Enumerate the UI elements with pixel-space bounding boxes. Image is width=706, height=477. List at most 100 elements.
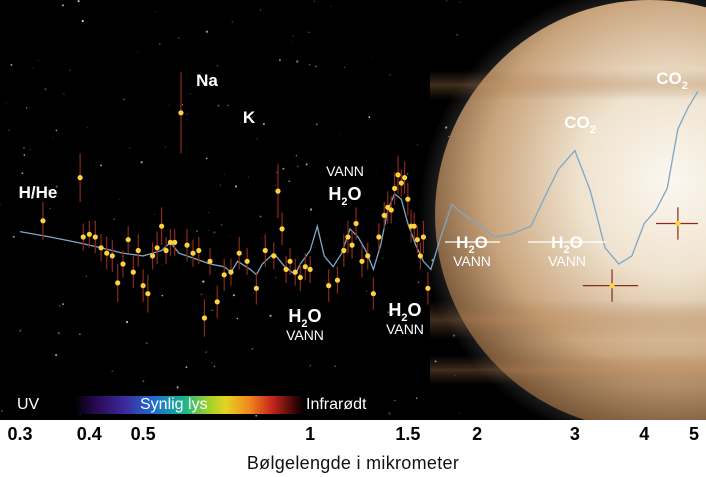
star xyxy=(186,118,188,120)
data-point-marker xyxy=(104,250,110,256)
star xyxy=(21,172,24,175)
star xyxy=(129,245,131,247)
star xyxy=(186,112,188,115)
data-point xyxy=(196,237,202,264)
annotation-label: H2O xyxy=(456,233,488,256)
data-point xyxy=(154,231,160,264)
star xyxy=(211,309,213,311)
star xyxy=(61,4,64,7)
star xyxy=(251,347,254,350)
star xyxy=(368,116,371,119)
star xyxy=(397,314,400,317)
star xyxy=(153,214,155,215)
data-point-marker xyxy=(135,247,141,254)
data-point xyxy=(395,156,401,194)
star xyxy=(366,290,368,292)
star xyxy=(0,410,3,412)
data-point-marker xyxy=(77,175,83,181)
star xyxy=(32,67,34,69)
data-point-marker xyxy=(609,283,615,289)
annotation-label: CO2 xyxy=(656,69,688,92)
annotation-caption: VANN xyxy=(286,327,324,343)
star xyxy=(176,386,179,389)
star xyxy=(315,123,318,126)
star xyxy=(292,35,294,37)
star xyxy=(8,129,10,131)
data-point xyxy=(283,255,289,283)
data-point-marker xyxy=(398,180,404,186)
data-point xyxy=(405,183,411,216)
star xyxy=(37,59,39,61)
star xyxy=(389,74,391,76)
star xyxy=(213,231,216,234)
data-point-marker xyxy=(675,220,681,227)
star xyxy=(161,264,163,266)
star xyxy=(340,134,342,135)
star xyxy=(79,333,81,336)
data-point xyxy=(145,274,151,313)
data-point-marker xyxy=(214,299,220,305)
data-point-marker xyxy=(287,258,293,264)
star xyxy=(78,15,80,17)
data-points xyxy=(40,72,698,337)
star xyxy=(309,208,313,211)
data-point xyxy=(221,258,227,291)
star xyxy=(177,37,180,39)
star xyxy=(200,293,203,296)
data-point xyxy=(86,220,92,248)
star xyxy=(55,129,57,132)
data-point xyxy=(353,207,359,240)
star xyxy=(219,184,222,186)
star xyxy=(251,116,253,118)
data-point-marker xyxy=(297,274,303,281)
star xyxy=(205,30,209,33)
data-point-marker xyxy=(196,247,202,254)
star xyxy=(416,144,419,146)
data-point xyxy=(287,247,293,275)
annotation-label: H2O xyxy=(551,233,583,256)
x-tick-label: 0.3 xyxy=(7,424,33,444)
data-point-marker xyxy=(411,223,417,229)
x-tick-label: 1 xyxy=(305,424,316,444)
annotation-label: K xyxy=(243,108,256,127)
star xyxy=(207,230,209,232)
data-point xyxy=(104,237,110,270)
data-point-marker xyxy=(388,207,394,213)
star xyxy=(276,171,278,174)
star xyxy=(260,9,262,11)
data-point xyxy=(411,212,417,240)
star xyxy=(62,303,64,305)
data-point-marker xyxy=(201,315,208,321)
star xyxy=(155,11,156,12)
star xyxy=(185,366,188,369)
data-point-marker xyxy=(425,285,431,291)
data-point-marker xyxy=(414,237,420,243)
data-point xyxy=(365,242,371,270)
data-point-marker xyxy=(228,269,234,275)
data-point xyxy=(125,226,131,254)
star xyxy=(330,5,332,7)
star xyxy=(343,66,345,68)
data-point-marker xyxy=(236,250,242,256)
data-point xyxy=(172,228,178,256)
star xyxy=(93,221,95,223)
star xyxy=(196,230,198,233)
data-point-marker xyxy=(120,261,126,267)
star xyxy=(278,59,281,62)
data-point-marker xyxy=(405,196,411,202)
data-point-marker xyxy=(221,272,227,278)
star xyxy=(459,1,461,3)
data-point xyxy=(120,250,126,278)
star xyxy=(269,314,272,317)
annotation-caption: VANN xyxy=(453,253,491,269)
x-tick-label: 2 xyxy=(472,424,483,444)
star xyxy=(416,397,418,399)
star xyxy=(417,281,420,283)
data-point-marker xyxy=(92,234,98,240)
star xyxy=(391,312,394,315)
data-point-marker xyxy=(145,291,151,297)
star xyxy=(19,329,22,332)
